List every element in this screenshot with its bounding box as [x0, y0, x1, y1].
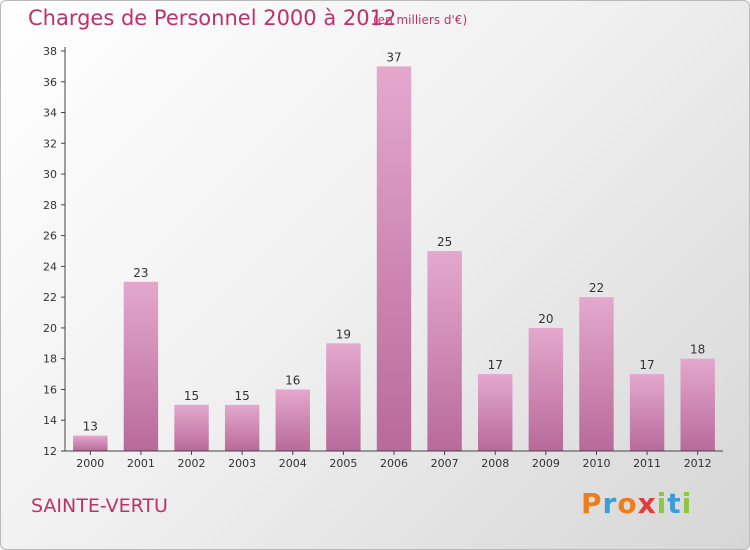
y-tick-label: 38	[43, 45, 57, 58]
bar	[174, 404, 209, 451]
data-label: 15	[235, 389, 250, 403]
x-tick-label: 2004	[279, 457, 307, 470]
logo-letter: P	[581, 487, 603, 520]
x-tick-label: 2010	[582, 457, 610, 470]
bar	[680, 358, 715, 451]
data-label: 20	[538, 312, 553, 326]
y-tick-label: 20	[43, 322, 57, 335]
y-tick-label: 22	[43, 291, 57, 304]
bars-group: 13 23 15 15 16 19 37 25 17 20 22 17 18	[73, 50, 715, 451]
x-tick-label: 2000	[76, 457, 104, 470]
city-name: SAINTE-VERTU	[31, 495, 168, 517]
data-label: 22	[589, 281, 604, 295]
y-tick-label: 36	[43, 76, 57, 89]
bar	[224, 404, 260, 451]
logo-letter: r	[602, 487, 618, 520]
x-tick-label: 2002	[178, 457, 206, 470]
x-tick-label: 2006	[380, 457, 408, 470]
data-label: 37	[386, 50, 401, 64]
x-tick-label: 2003	[228, 457, 256, 470]
x-tick-label: 2009	[532, 457, 560, 470]
chart-title: Charges de Personnel 2000 à 2012	[28, 6, 397, 30]
logo-letter: x	[637, 487, 657, 520]
bar	[326, 343, 361, 451]
bar	[123, 281, 159, 451]
y-tick-label: 30	[43, 168, 57, 181]
axes-group: 2000 2001 2002 2003 2004 2005 2006 2007 2008 2009…	[43, 45, 723, 470]
data-label: 16	[285, 373, 300, 387]
data-label: 15	[184, 389, 199, 403]
bar	[275, 389, 310, 451]
data-label: 17	[488, 358, 503, 372]
x-tick-label: 2012	[684, 457, 712, 470]
y-tick-label: 18	[43, 353, 57, 366]
bar	[629, 374, 665, 451]
logo-letter: t	[667, 487, 682, 520]
logo-letter: o	[617, 487, 638, 520]
x-tick-label: 2007	[431, 457, 459, 470]
chart-subtitle: (en milliers d'€)	[373, 13, 468, 27]
bar	[376, 66, 412, 451]
bar	[478, 374, 513, 451]
bar	[579, 297, 614, 451]
x-tick-label: 2005	[329, 457, 357, 470]
x-tick-label: 2008	[481, 457, 509, 470]
y-tick-label: 28	[43, 199, 57, 212]
data-label: 17	[639, 358, 654, 372]
y-tick-label: 12	[43, 445, 57, 458]
y-tick-label: 16	[43, 383, 57, 396]
y-tick-label: 24	[43, 260, 57, 273]
y-tick-label: 26	[43, 230, 57, 243]
proxiti-logo: Proxiti	[581, 487, 692, 520]
bar	[528, 327, 564, 451]
y-tick-label: 34	[43, 107, 57, 120]
x-tick-label: 2011	[633, 457, 661, 470]
bar	[73, 435, 108, 451]
data-label: 18	[690, 343, 705, 357]
bar	[427, 251, 462, 451]
data-label: 19	[336, 327, 351, 341]
data-label: 25	[437, 235, 452, 249]
y-tick-label: 32	[43, 137, 57, 150]
data-label: 23	[133, 266, 148, 280]
logo-letter: i	[681, 487, 693, 520]
logo-letter: i	[656, 487, 668, 520]
data-label: 13	[83, 420, 98, 434]
y-tick-label: 14	[43, 414, 57, 427]
x-tick-label: 2001	[127, 457, 155, 470]
